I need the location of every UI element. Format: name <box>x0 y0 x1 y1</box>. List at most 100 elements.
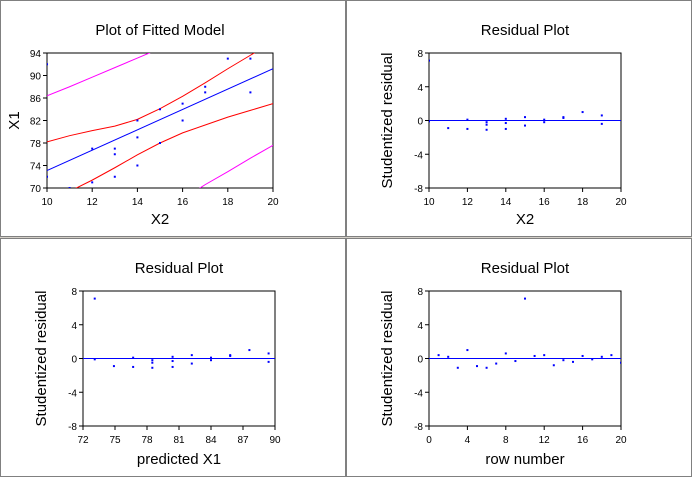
data-point <box>591 358 594 361</box>
y-tick-label: 4 <box>71 321 77 332</box>
data-point <box>562 116 565 119</box>
data-point <box>524 297 526 300</box>
y-tick-label: 86 <box>30 94 42 105</box>
x-tick-label: 72 <box>77 435 89 446</box>
y-tick-label: 0 <box>71 355 77 366</box>
confidence-lower-line <box>75 103 273 188</box>
data-point <box>543 118 546 121</box>
data-point <box>136 136 139 139</box>
y-tick-label: 8 <box>71 287 77 298</box>
data-point <box>93 358 96 361</box>
plot-area <box>429 297 621 369</box>
data-point <box>485 128 488 131</box>
data-point <box>600 114 603 117</box>
y-tick-label: -4 <box>414 150 423 161</box>
fitted-model-chart: Plot of Fitted Model X2 X1 10 12 14 16 18 20 70 74… <box>6 22 279 228</box>
fitted-model-panel: Plot of Fitted Model X2 X1 10 12 14 16 18 20 70 74… <box>0 0 346 237</box>
data-point <box>91 147 94 150</box>
x-tick-label: 18 <box>577 197 589 208</box>
data-point <box>543 354 546 357</box>
fitted-line <box>47 68 273 172</box>
y-tick-label: -8 <box>68 422 77 433</box>
data-point <box>159 142 161 144</box>
x-tick-label: 20 <box>615 435 627 446</box>
x-tick-label: 75 <box>109 435 121 446</box>
data-point <box>504 127 507 130</box>
data-point <box>47 175 48 178</box>
y-tick-label: 82 <box>30 117 42 128</box>
y-tick-label: -4 <box>68 388 77 399</box>
data-point <box>600 355 603 358</box>
y-axis-label: Studentized residual <box>379 53 396 189</box>
chart-title: Residual Plot <box>135 260 224 277</box>
data-point <box>504 352 507 355</box>
x-tick-label: 20 <box>615 197 627 208</box>
data-point <box>267 360 270 363</box>
plot-area <box>47 53 273 188</box>
x-tick-label: 10 <box>423 197 435 208</box>
data-point <box>504 122 507 125</box>
data-point <box>466 118 469 121</box>
data-point <box>190 354 193 357</box>
data-point <box>190 362 193 365</box>
residual-vs-x2-chart: Residual Plot X2 Studentized residual 10 12 1… <box>379 22 627 228</box>
x-axis-label: X2 <box>516 211 534 228</box>
data-point <box>136 119 139 122</box>
y-tick-label: 74 <box>30 162 42 173</box>
y-tick-label: 8 <box>417 287 423 298</box>
confidence-upper-line <box>47 53 256 143</box>
y-tick-label: 70 <box>30 184 42 195</box>
y-tick-label: 94 <box>30 49 42 60</box>
data-point <box>524 116 526 119</box>
data-point <box>466 127 469 130</box>
prediction-lower-line <box>199 144 273 188</box>
residual-vs-row-chart: Residual Plot row number Studentized resid… <box>379 260 627 468</box>
x-axis-label: X2 <box>151 211 169 228</box>
data-point <box>132 365 135 368</box>
chart-title: Plot of Fitted Model <box>95 22 224 39</box>
x-tick-label: 78 <box>141 435 153 446</box>
y-tick-label: 0 <box>417 117 423 128</box>
x-tick-label: 84 <box>205 435 217 446</box>
data-point <box>504 117 507 120</box>
x-tick-label: 87 <box>237 435 249 446</box>
x-axis-label: predicted X1 <box>137 451 221 468</box>
data-point <box>476 365 478 368</box>
x-tick-label: 20 <box>267 197 279 208</box>
data-point <box>572 360 574 363</box>
chart-title: Residual Plot <box>481 260 570 277</box>
data-point <box>485 121 488 124</box>
data-point <box>151 359 154 362</box>
y-tick-label: 78 <box>30 139 42 150</box>
residual-vs-row-panel: Residual Plot row number Studentized resid… <box>346 238 692 477</box>
x-tick-label: 14 <box>132 197 144 208</box>
data-point <box>495 362 498 365</box>
data-point <box>68 187 71 188</box>
chart-title: Residual Plot <box>481 22 570 39</box>
y-axis-label: Studentized residual <box>33 291 50 427</box>
data-point <box>113 147 116 150</box>
data-point <box>456 366 459 369</box>
data-point <box>47 63 48 66</box>
y-tick-label: -4 <box>414 388 423 399</box>
y-tick-label: 0 <box>417 355 423 366</box>
data-point <box>447 127 450 130</box>
data-point <box>112 365 115 368</box>
residual-vs-predicted-chart: Residual Plot predicted X1 Studentized res… <box>33 260 281 468</box>
data-point <box>136 164 139 167</box>
x-tick-label: 12 <box>87 197 99 208</box>
data-point <box>91 181 94 184</box>
x-tick-label: 10 <box>41 197 53 208</box>
data-point <box>113 175 116 178</box>
data-point <box>248 349 251 352</box>
data-point <box>151 366 154 369</box>
data-point <box>581 354 584 357</box>
data-point <box>226 57 229 60</box>
x-tick-label: 18 <box>222 197 234 208</box>
data-point <box>267 352 270 355</box>
residual-vs-predicted-panel: Residual Plot predicted X1 Studentized res… <box>0 238 346 477</box>
data-point <box>181 102 184 105</box>
data-point <box>93 297 96 300</box>
data-point <box>466 349 469 352</box>
